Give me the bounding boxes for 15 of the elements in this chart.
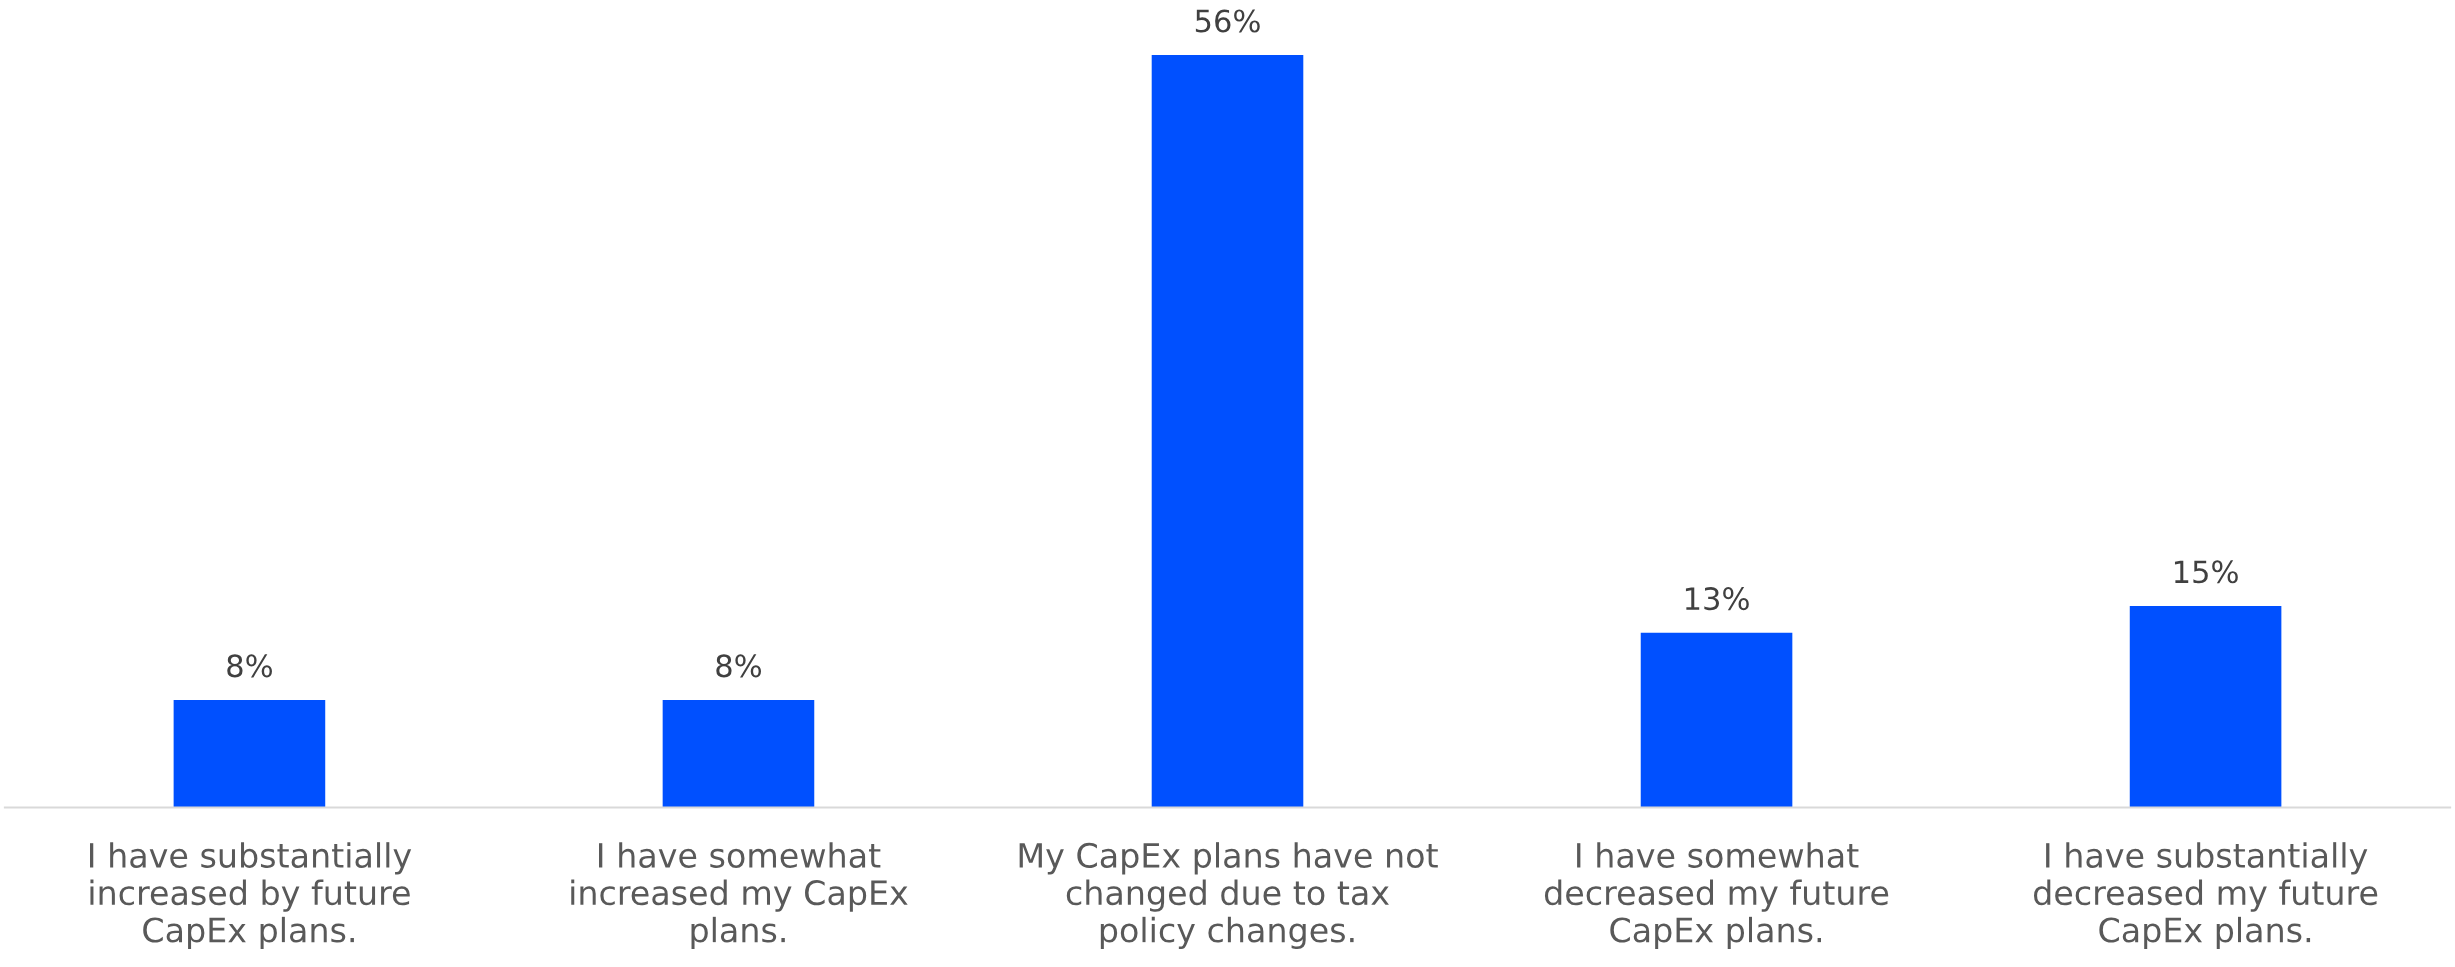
x-tick-label: I have somewhat decreased my future CapEx plans.	[1544, 842, 1889, 950]
data-label: 13%	[1685, 587, 1749, 611]
data-label: 15%	[2174, 560, 2238, 584]
x-tick-label: I have somewhat increased my CapEx plans.	[571, 842, 908, 950]
bar	[1151, 55, 1304, 808]
bar	[1640, 632, 1793, 808]
x-tick-label: I have substantially increased by future CapEx plans.	[89, 842, 412, 950]
data-label: 56%	[1195, 9, 1260, 33]
bar	[173, 699, 326, 808]
bar	[662, 699, 815, 808]
data-label: 8%	[227, 654, 272, 678]
bar	[2129, 605, 2282, 808]
x-tick-label: I have substantially decreased my future CapEx plans.	[2034, 842, 2378, 950]
x-tick-label: My CapEx plans have not changed due to tax policy changes.	[1019, 842, 1438, 950]
data-label: 8%	[716, 654, 762, 678]
